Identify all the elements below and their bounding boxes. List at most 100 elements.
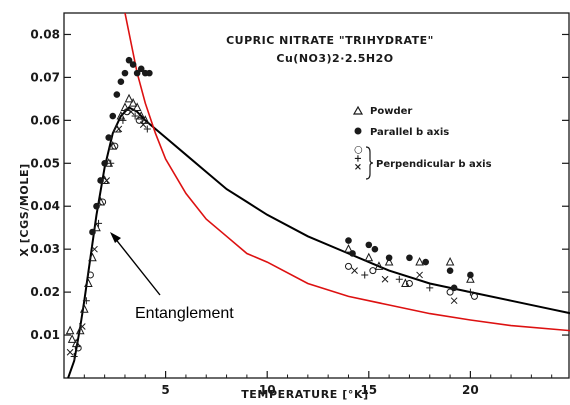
legend-powder-label: Powder bbox=[370, 106, 412, 117]
powder-point-11 bbox=[108, 140, 118, 150]
powder-point-3 bbox=[75, 325, 85, 335]
powder-point-24 bbox=[401, 278, 410, 288]
parallel-b-axis-point-2 bbox=[97, 177, 104, 184]
parallel-b-axis-point-4 bbox=[105, 134, 113, 141]
y-tick-label-0.01: 0.01 bbox=[30, 328, 60, 342]
powder-point-6 bbox=[88, 252, 97, 262]
perpendicular-b-axis-point-28 bbox=[426, 284, 434, 292]
x-tick-label-10: 10 bbox=[259, 383, 276, 397]
powder-point-16 bbox=[128, 98, 138, 107]
perpendicular-b-axis-point-14 bbox=[123, 108, 131, 116]
perpendicular-b-axis-point-20 bbox=[344, 262, 352, 270]
parallel-b-axis-point-22 bbox=[446, 267, 454, 274]
parallel-b-axis-point-8 bbox=[121, 69, 129, 77]
perpendicular-b-axis-point-26 bbox=[405, 280, 413, 288]
powder-point-15 bbox=[124, 93, 134, 103]
perpendicular-b-axis-point-13 bbox=[119, 116, 127, 124]
legend-brace bbox=[365, 146, 374, 180]
perpendicular-b-axis-point-16 bbox=[131, 112, 139, 120]
legend-perpendicular-label: Perpendicular b axis bbox=[376, 159, 492, 170]
parallel-b-axis-point-21 bbox=[422, 258, 429, 266]
perpendicular-b-axis-point-1 bbox=[70, 353, 78, 361]
perpendicular-b-axis-point-6 bbox=[91, 245, 98, 253]
powder-point-8 bbox=[96, 196, 105, 206]
powder-point-4 bbox=[80, 304, 89, 313]
parallel-b-axis-point-6 bbox=[113, 91, 121, 98]
legend-filled-circle-marker bbox=[354, 127, 362, 135]
powder-point-27 bbox=[466, 274, 475, 283]
powder-point-14 bbox=[120, 102, 130, 111]
legend-perp-symbols: ×+○ bbox=[353, 146, 364, 171]
parallel-b-axis-point-18 bbox=[371, 245, 379, 253]
curves-group bbox=[67, 12, 570, 379]
perpendicular-b-axis-point-10 bbox=[107, 159, 115, 167]
x-tick-label-5: 5 bbox=[161, 383, 169, 397]
y-tick-label-0.04: 0.04 bbox=[30, 199, 60, 213]
perpendicular-b-axis-point-2 bbox=[74, 344, 82, 352]
parallel-b-axis-point-0 bbox=[89, 228, 96, 236]
parallel-b-axis-point-1 bbox=[93, 202, 100, 210]
parallel-b-axis-point-9 bbox=[125, 56, 133, 64]
parallel-b-axis-point-3 bbox=[101, 159, 108, 167]
annotation-arrowhead bbox=[110, 232, 121, 243]
perpendicular-b-axis-point-15 bbox=[127, 108, 135, 116]
powder-point-2 bbox=[71, 338, 81, 348]
perpendicular-b-axis-point-30 bbox=[450, 297, 458, 305]
y-tick-label-0.08: 0.08 bbox=[30, 27, 60, 41]
perpendicular-b-axis-point-21 bbox=[351, 267, 358, 275]
perpendicular-b-axis-point-5 bbox=[86, 271, 94, 279]
powder-point-26 bbox=[445, 256, 455, 266]
powder-point-20 bbox=[344, 244, 353, 253]
perpendicular-b-axis-point-24 bbox=[381, 275, 389, 283]
parallel-b-axis-point-17 bbox=[365, 241, 373, 249]
curve-3 bbox=[67, 106, 570, 379]
perpendicular-b-axis-point-4 bbox=[82, 297, 90, 305]
legend: Powder Parallel b axis ×+○ Perpendicular… bbox=[352, 105, 492, 180]
parallel-b-axis-point-19 bbox=[385, 254, 393, 262]
powder-point-13 bbox=[116, 110, 126, 120]
annotation-label: Entanglement bbox=[135, 305, 234, 322]
perpendicular-b-axis-point-12 bbox=[115, 125, 123, 133]
parallel-b-axis-point-12 bbox=[137, 65, 145, 73]
chart-subtitle: Cu(NO3)2·2.5H2O bbox=[276, 52, 393, 65]
parallel-b-axis-point-7 bbox=[117, 78, 125, 86]
parallel-b-axis-point-11 bbox=[133, 69, 141, 77]
chart-title: CUPRIC NITRATE "TRIHYDRATE" bbox=[226, 34, 434, 47]
powder-point-1 bbox=[67, 334, 77, 343]
powder-point-0 bbox=[65, 325, 75, 335]
parallel-b-axis-point-14 bbox=[146, 69, 153, 77]
powder-point-18 bbox=[136, 110, 146, 120]
powder-point-21 bbox=[364, 252, 374, 262]
x-tick-label-20: 20 bbox=[462, 383, 479, 397]
perpendicular-b-axis-point-18 bbox=[139, 121, 147, 129]
perpendicular-b-axis-point-9 bbox=[103, 177, 111, 184]
powder-point-7 bbox=[92, 222, 101, 232]
y-tick-label-0.06: 0.06 bbox=[30, 113, 60, 127]
perpendicular-b-axis-point-17 bbox=[135, 116, 143, 124]
perpendicular-b-axis-point-29 bbox=[446, 288, 454, 296]
perpendicular-b-axis-point-8 bbox=[99, 198, 107, 206]
perpendicular-b-axis-point-0 bbox=[66, 348, 74, 356]
perpendicular-b-axis-point-23 bbox=[369, 267, 377, 275]
parallel-b-axis-point-23 bbox=[450, 284, 458, 292]
perpendicular-b-axis-point-31 bbox=[466, 288, 474, 296]
x-axis-title: TEMPERATURE [°K] bbox=[241, 388, 369, 401]
curve-4 bbox=[124, 12, 570, 332]
y-tick-label-0.02: 0.02 bbox=[30, 285, 60, 299]
parallel-b-axis-point-5 bbox=[109, 112, 117, 120]
x-tick-label-15: 15 bbox=[360, 383, 377, 397]
perpendicular-b-axis-point-32 bbox=[470, 292, 478, 300]
legend-parallel-label: Parallel b axis bbox=[370, 127, 449, 138]
parallel-b-axis-point-20 bbox=[406, 254, 413, 262]
perpendicular-b-axis-point-22 bbox=[361, 271, 369, 279]
perpendicular-b-axis-point-3 bbox=[78, 323, 86, 330]
parallel-b-axis-point-16 bbox=[349, 250, 356, 257]
perpendicular-b-axis-point-27 bbox=[416, 271, 423, 279]
plot-frame-group bbox=[63, 12, 570, 379]
y-axis-title: X [CGS/MOLE] bbox=[18, 163, 31, 256]
powder-point-22 bbox=[374, 261, 384, 270]
points-group bbox=[65, 56, 478, 361]
perpendicular-b-axis-point-7 bbox=[95, 219, 103, 227]
powder-point-19 bbox=[140, 115, 150, 124]
